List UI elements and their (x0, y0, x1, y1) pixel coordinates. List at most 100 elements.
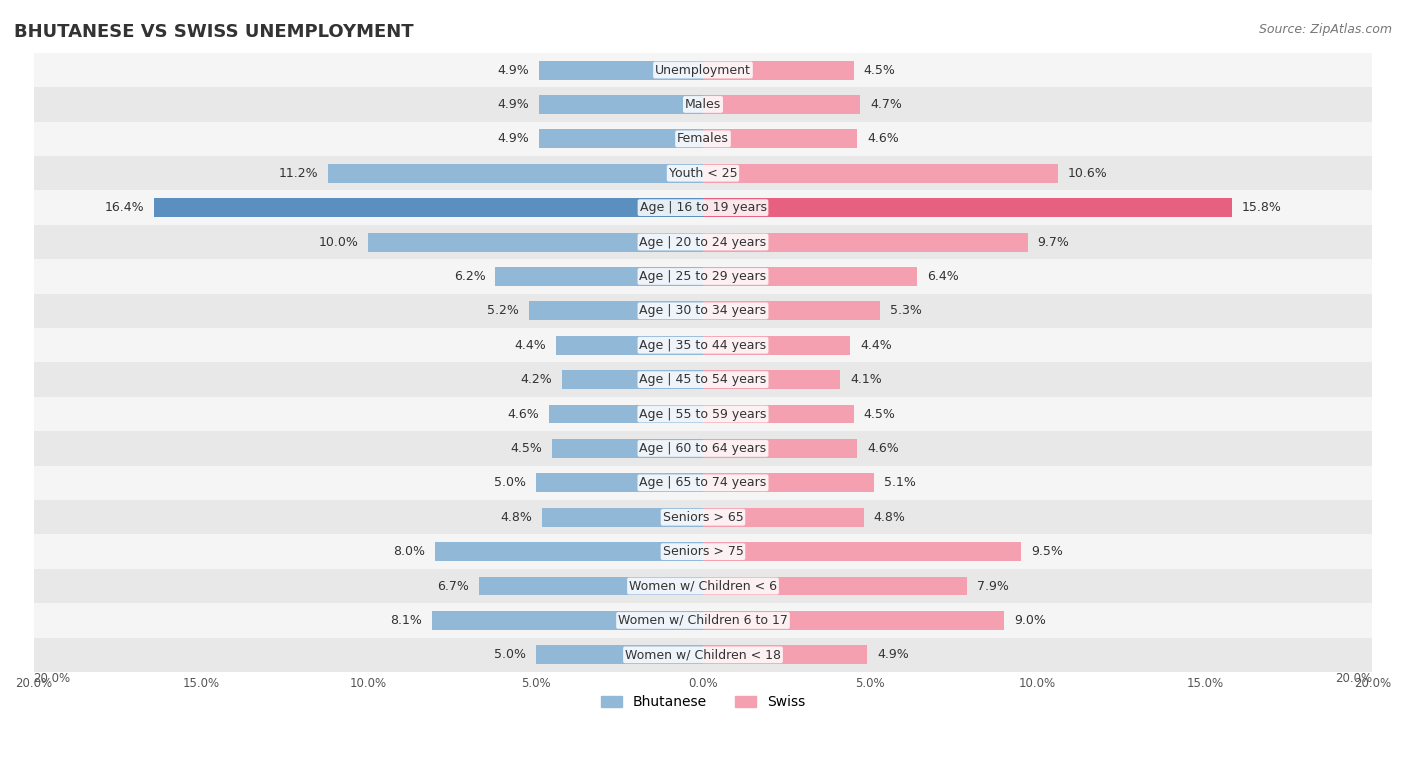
Text: Females: Females (678, 132, 728, 145)
Text: 4.8%: 4.8% (501, 511, 533, 524)
Text: 5.0%: 5.0% (494, 476, 526, 489)
Text: 10.0%: 10.0% (318, 235, 359, 248)
Bar (34, 191, 1372, 225)
Bar (703, 542, 1021, 561)
Text: 4.9%: 4.9% (877, 648, 908, 662)
Text: 5.0%: 5.0% (494, 648, 526, 662)
Bar (703, 301, 880, 320)
Text: 4.7%: 4.7% (870, 98, 903, 111)
Text: 20.0%: 20.0% (34, 672, 70, 685)
Bar (703, 508, 863, 527)
Bar (703, 370, 841, 389)
Text: 9.0%: 9.0% (1014, 614, 1046, 627)
Bar (34, 122, 1372, 156)
Bar (34, 569, 1372, 603)
Bar (34, 53, 1372, 87)
Bar (34, 603, 1372, 637)
Bar (703, 61, 853, 79)
Text: 4.9%: 4.9% (498, 132, 529, 145)
Text: 4.4%: 4.4% (860, 338, 891, 352)
Text: 4.6%: 4.6% (508, 407, 538, 421)
Text: Males: Males (685, 98, 721, 111)
Bar (34, 225, 1372, 259)
Bar (536, 646, 703, 665)
Text: 11.2%: 11.2% (278, 167, 318, 179)
Bar (703, 473, 873, 492)
Bar (703, 336, 851, 355)
Text: 5.3%: 5.3% (890, 304, 922, 317)
Bar (34, 637, 1372, 672)
Bar (538, 129, 703, 148)
Bar (495, 267, 703, 286)
Bar (538, 95, 703, 114)
Text: 10.6%: 10.6% (1067, 167, 1108, 179)
Text: 6.4%: 6.4% (928, 270, 959, 283)
Bar (543, 508, 703, 527)
Text: 4.1%: 4.1% (851, 373, 882, 386)
Bar (703, 164, 1057, 182)
Bar (34, 294, 1372, 328)
Bar (703, 439, 858, 458)
Text: 4.6%: 4.6% (868, 442, 898, 455)
Bar (34, 534, 1372, 569)
Text: Unemployment: Unemployment (655, 64, 751, 76)
Bar (34, 363, 1372, 397)
Text: 4.5%: 4.5% (863, 64, 896, 76)
Bar (34, 431, 1372, 466)
Text: 5.2%: 5.2% (486, 304, 519, 317)
Bar (703, 577, 967, 596)
Text: 9.7%: 9.7% (1038, 235, 1070, 248)
Text: 4.5%: 4.5% (863, 407, 896, 421)
Text: Age | 55 to 59 years: Age | 55 to 59 years (640, 407, 766, 421)
Text: 4.9%: 4.9% (498, 98, 529, 111)
Bar (703, 129, 858, 148)
Text: Age | 35 to 44 years: Age | 35 to 44 years (640, 338, 766, 352)
Bar (368, 232, 703, 251)
Text: Women w/ Children 6 to 17: Women w/ Children 6 to 17 (619, 614, 787, 627)
Text: 4.4%: 4.4% (515, 338, 546, 352)
Text: 5.1%: 5.1% (884, 476, 915, 489)
Text: Age | 45 to 54 years: Age | 45 to 54 years (640, 373, 766, 386)
Bar (34, 500, 1372, 534)
Text: 4.9%: 4.9% (498, 64, 529, 76)
Text: 4.8%: 4.8% (873, 511, 905, 524)
Text: Seniors > 75: Seniors > 75 (662, 545, 744, 558)
Bar (548, 404, 703, 423)
Bar (34, 466, 1372, 500)
Text: 4.2%: 4.2% (520, 373, 553, 386)
Text: Source: ZipAtlas.com: Source: ZipAtlas.com (1258, 23, 1392, 36)
Text: 15.8%: 15.8% (1241, 201, 1282, 214)
Text: 8.0%: 8.0% (394, 545, 425, 558)
Text: 8.1%: 8.1% (389, 614, 422, 627)
Bar (34, 87, 1372, 122)
Bar (34, 328, 1372, 363)
Text: 20.0%: 20.0% (1336, 672, 1372, 685)
Text: Seniors > 65: Seniors > 65 (662, 511, 744, 524)
Bar (703, 404, 853, 423)
Text: Age | 65 to 74 years: Age | 65 to 74 years (640, 476, 766, 489)
Bar (555, 336, 703, 355)
Legend: Bhutanese, Swiss: Bhutanese, Swiss (595, 690, 811, 715)
Bar (538, 61, 703, 79)
Bar (703, 611, 1004, 630)
Bar (553, 439, 703, 458)
Bar (703, 95, 860, 114)
Bar (529, 301, 703, 320)
Bar (703, 646, 868, 665)
Bar (155, 198, 703, 217)
Text: Age | 25 to 29 years: Age | 25 to 29 years (640, 270, 766, 283)
Bar (703, 267, 917, 286)
Text: 6.7%: 6.7% (437, 580, 468, 593)
Bar (34, 259, 1372, 294)
Text: 4.6%: 4.6% (868, 132, 898, 145)
Text: Age | 16 to 19 years: Age | 16 to 19 years (640, 201, 766, 214)
Text: 4.5%: 4.5% (510, 442, 543, 455)
Text: 9.5%: 9.5% (1031, 545, 1063, 558)
Bar (703, 232, 1028, 251)
Text: Women w/ Children < 6: Women w/ Children < 6 (628, 580, 778, 593)
Bar (562, 370, 703, 389)
Bar (34, 397, 1372, 431)
Text: 16.4%: 16.4% (104, 201, 143, 214)
Text: Age | 20 to 24 years: Age | 20 to 24 years (640, 235, 766, 248)
Bar (478, 577, 703, 596)
